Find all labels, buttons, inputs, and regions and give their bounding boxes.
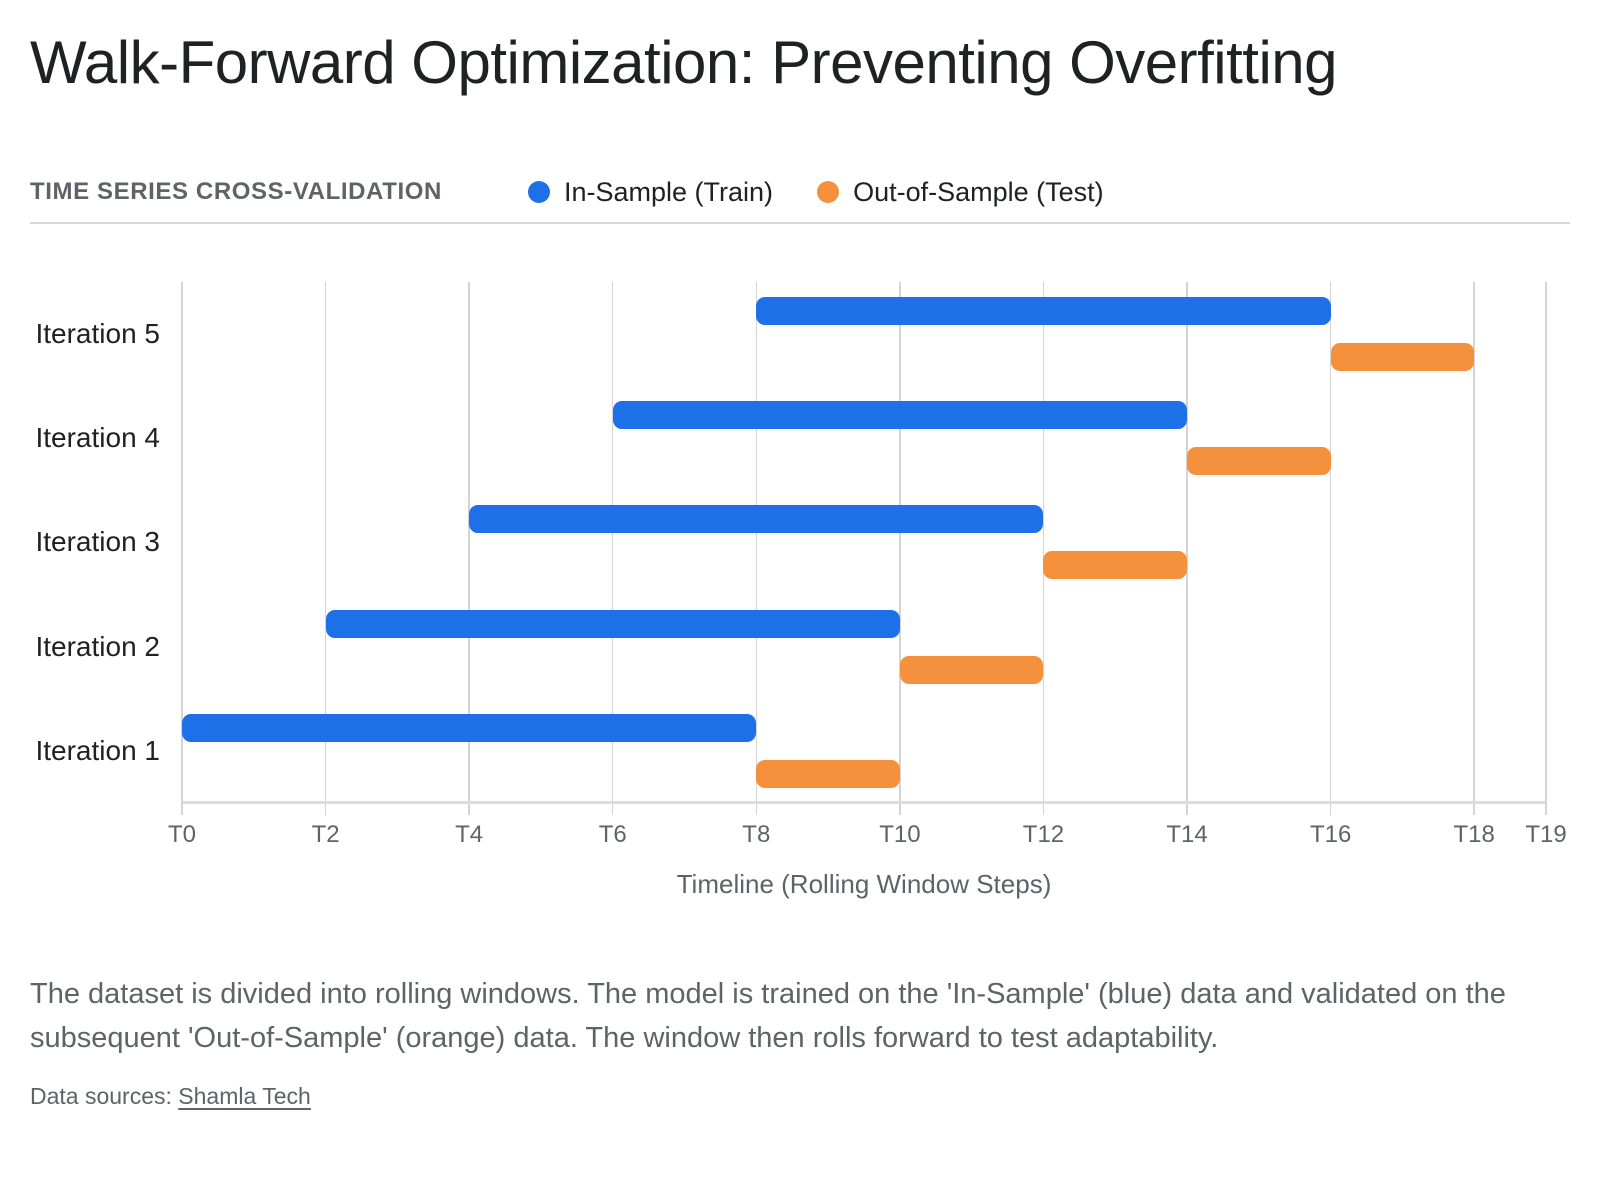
test-bar-iteration-2 <box>899 655 1044 684</box>
legend: In-Sample (Train) Out-of-Sample (Test) <box>528 170 1104 214</box>
data-sources-prefix: Data sources: <box>30 1083 179 1109</box>
header-divider <box>30 222 1570 224</box>
y-category-label-iteration-3: Iteration 3 <box>35 526 160 558</box>
y-category-label-iteration-1: Iteration 1 <box>35 734 160 766</box>
x-tick-label-t4: T4 <box>455 821 484 848</box>
gridline-t8 <box>755 282 758 815</box>
gridline-t0 <box>181 282 183 815</box>
x-axis-baseline <box>182 801 1546 804</box>
gridline-t4 <box>468 282 470 815</box>
legend-item-out-of-sample: Out-of-Sample (Test) <box>817 177 1104 208</box>
data-sources: Data sources: Shamla Tech <box>30 1083 311 1110</box>
data-sources-link[interactable]: Shamla Tech <box>178 1083 311 1109</box>
test-bar-iteration-1 <box>756 759 900 788</box>
x-tick-label-t16: T16 <box>1309 821 1352 848</box>
gridline-t6 <box>611 282 614 815</box>
train-bar-iteration-1 <box>182 713 757 742</box>
x-tick-label-t8: T8 <box>742 821 771 848</box>
legend-dot-out-of-sample-icon <box>817 181 840 203</box>
gridline-t14 <box>1186 282 1188 815</box>
section-kicker: TIME SERIES CROSS-VALIDATION <box>30 178 442 205</box>
chart-caption: The dataset is divided into rolling wind… <box>30 972 1550 1060</box>
train-bar-iteration-3 <box>469 505 1044 534</box>
train-bar-iteration-4 <box>612 401 1188 430</box>
gridline-t18 <box>1473 282 1475 815</box>
y-category-label-iteration-5: Iteration 5 <box>35 318 160 349</box>
x-axis-title: Timeline (Rolling Window Steps) <box>676 869 1052 899</box>
legend-dot-in-sample-icon <box>528 181 550 203</box>
x-tick-label-t6: T6 <box>598 821 627 848</box>
chart: Iteration 5 Iteration 4 Iteration 3 Iterati… <box>0 282 1567 899</box>
test-bar-iteration-4 <box>1187 447 1331 476</box>
legend-item-label: In-Sample (Train) <box>564 176 774 207</box>
x-tick-label-t12: T12 <box>1022 821 1065 848</box>
legend-item-in-sample: In-Sample (Train) <box>528 177 773 208</box>
x-tick-label-t18: T18 <box>1453 821 1495 848</box>
x-tick-label-t10: T10 <box>879 821 921 848</box>
test-bar-iteration-5 <box>1330 343 1475 371</box>
x-tick-label-t19: T19 <box>1525 821 1567 848</box>
y-category-label-iteration-4: Iteration 4 <box>35 422 160 454</box>
gridline-t16 <box>1329 282 1332 815</box>
gridline-t10 <box>899 282 901 815</box>
x-tick-label-t14: T14 <box>1166 821 1208 848</box>
caption-line: The dataset is divided into rolling wind… <box>30 978 1506 1010</box>
page-title: Walk-Forward Optimization: Preventing Ov… <box>30 29 1338 96</box>
test-bar-iteration-3 <box>1043 551 1188 580</box>
plot-area <box>181 282 1547 815</box>
train-bar-iteration-5 <box>756 297 1331 325</box>
caption-line: subsequent 'Out-of-Sample' (orange) data… <box>30 1022 1219 1054</box>
gridline-t12 <box>1042 282 1045 815</box>
gridline-t2 <box>324 282 327 815</box>
train-bar-iteration-2 <box>325 609 900 638</box>
gridline-t19 <box>1545 282 1547 815</box>
x-tick-label-t0: T0 <box>167 821 197 848</box>
x-tick-label-t2: T2 <box>311 821 340 848</box>
y-axis-labels: Iteration 5 Iteration 4 Iteration 3 Iterati… <box>0 282 160 803</box>
y-category-label-iteration-2: Iteration 2 <box>35 630 160 662</box>
legend-item-label: Out-of-Sample (Test) <box>853 176 1104 207</box>
